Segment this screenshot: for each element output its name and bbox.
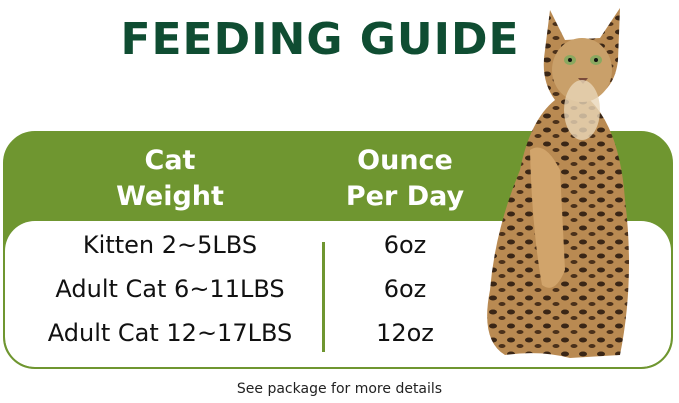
header-ounce-per-day: Ounce Per Day: [255, 143, 555, 215]
header-line: Per Day: [345, 181, 465, 212]
table-cell-ounces: 12oz: [376, 319, 434, 347]
bengal-cat-image: [487, 8, 629, 358]
header-line: Cat: [144, 145, 196, 176]
table-cell-weight: Adult Cat 12~17LBS: [47, 319, 293, 347]
header-line: Ounce: [357, 145, 453, 176]
table-cell-ounces: 6oz: [383, 275, 427, 303]
column-divider: [322, 242, 325, 352]
table-cell-weight: Kitten 2~5LBS: [82, 231, 258, 259]
footnote: See package for more details: [236, 381, 443, 397]
page-title: FEEDING GUIDE: [120, 14, 520, 65]
header-cat-weight: Cat Weight: [20, 143, 320, 215]
table-cell-ounces: 6oz: [383, 231, 427, 259]
table-cell-weight: Adult Cat 6~11LBS: [55, 275, 285, 303]
header-line: Weight: [116, 181, 224, 212]
